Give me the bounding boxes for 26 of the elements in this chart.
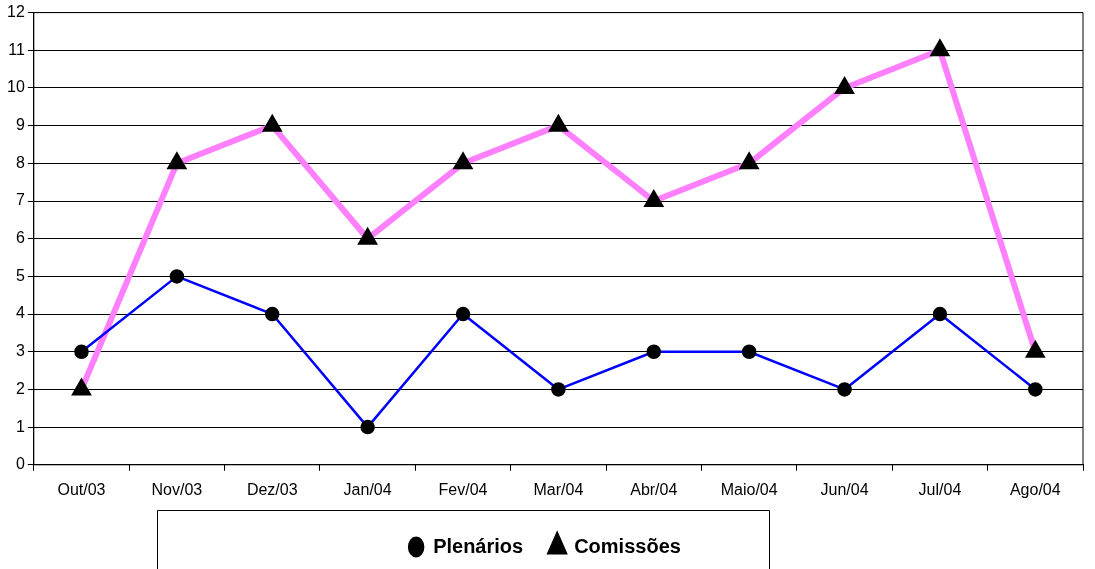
x-tick-label: Fev/04 [438,480,488,498]
x-tick-label: Abr/04 [630,480,678,498]
x-tick-label: Jul/04 [918,480,962,498]
legend-label: Plenários [433,534,524,557]
y-tick-label: 3 [15,342,25,360]
y-tick-label: 7 [15,191,25,209]
y-tick-label: 10 [7,78,25,96]
y-tick-label: 8 [15,153,25,171]
x-tick-label: Jun/04 [820,480,869,498]
legend-label: Comissões [574,534,681,557]
x-tick-label: Mar/04 [533,480,584,498]
y-tick-label: 0 [15,455,25,473]
x-tick-label: Out/03 [57,480,106,498]
y-tick-label: 11 [8,40,25,58]
y-tick-label: 9 [15,116,25,134]
y-tick-label: 6 [15,229,25,247]
y-tick-label: 1 [15,417,25,435]
x-tick-label: Ago/04 [1009,480,1061,498]
x-tick-label: Dez/03 [246,480,298,498]
x-tick-label: Jan/04 [343,480,392,498]
x-tick-label: Nov/03 [151,480,203,498]
y-tick-label: 12 [7,3,25,21]
y-tick-label: 5 [15,266,25,284]
y-tick-label: 2 [15,379,25,397]
y-tick-label: 4 [15,304,25,322]
x-tick-label: Maio/04 [720,480,778,498]
